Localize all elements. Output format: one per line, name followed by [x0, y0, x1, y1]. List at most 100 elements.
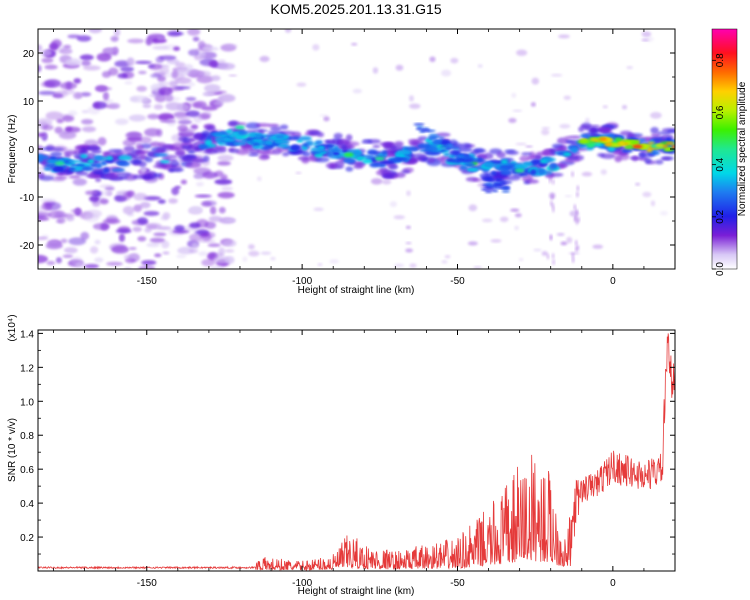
spectrogram-blob [209, 206, 217, 215]
spectrogram-blob [210, 75, 221, 82]
spectrogram-blob [427, 158, 436, 163]
bottom-y-tick-label: 1.4 [20, 329, 34, 340]
colorbar-tick-label: 0.8 [715, 53, 726, 67]
spectrogram-blob [484, 190, 493, 193]
spectrogram-blob [182, 137, 191, 144]
snr-panel: -150 -100 -50 0 0.2 0.4 0.6 0.8 1.0 1.2 1.4 Heigh… [7, 314, 676, 597]
spectrogram-blob [649, 150, 661, 156]
spectrogram-blob [38, 118, 53, 127]
spectrogram-blob [466, 168, 479, 172]
spectrogram-blob [38, 44, 43, 52]
spectrogram-blob [438, 136, 445, 140]
spectrogram-blob [329, 259, 339, 264]
bottom-y-tick-label: 0.4 [20, 499, 34, 510]
spectrogram-blob [505, 150, 520, 156]
spectrogram-blob [140, 201, 151, 209]
spectrogram-blob [629, 156, 641, 160]
spectrogram-blob [38, 64, 42, 73]
spectrogram-blob [518, 258, 524, 261]
spectrogram-blob [630, 140, 640, 145]
spectrogram-blob [75, 261, 87, 269]
spectrogram-blob [127, 131, 141, 138]
bottom-y-tick-label: 1.2 [20, 363, 34, 374]
spectrogram-blob [223, 219, 236, 223]
spectrogram-blob [619, 153, 630, 161]
spectrogram-blob [248, 133, 257, 138]
spectrogram-blob [94, 257, 104, 263]
spectrogram-blob [46, 260, 56, 266]
spectrogram-blob [218, 206, 226, 214]
spectrogram-blob [109, 102, 121, 109]
spectrogram-blob [440, 69, 452, 77]
spectrogram-blob [159, 67, 170, 74]
spectrogram-blob [435, 132, 451, 137]
spectrogram-blob [115, 118, 129, 125]
spectrogram-blob [52, 166, 64, 173]
spectrogram-blob [95, 86, 113, 91]
spectrogram-blob [655, 159, 664, 165]
spectrogram-blob [464, 162, 474, 166]
spectrogram-blob [641, 31, 652, 37]
spectrogram-blob [100, 222, 109, 231]
spectrogram-blob [320, 144, 337, 148]
spectrogram-blob [333, 132, 343, 140]
spectrogram-blob [208, 215, 223, 222]
bottom-x-tick-label: -150 [137, 578, 157, 589]
spectrogram-blob [111, 168, 126, 172]
spectrogram-blob [393, 215, 406, 220]
spectrogram-blob [340, 144, 347, 151]
colorbar-gradient [711, 28, 738, 270]
spectrogram-blob [176, 116, 191, 120]
bottom-x-tick-label: -50 [450, 578, 465, 589]
spectrogram-blob [541, 126, 551, 130]
spectrogram-blob [550, 193, 554, 200]
spectrogram-blob [63, 44, 72, 50]
spectrogram-blob [221, 186, 234, 191]
spectrogram-blob [499, 169, 512, 176]
spectrogram-blob [296, 82, 307, 87]
spectrogram-blob [656, 131, 672, 135]
spectrogram-blob [452, 151, 460, 155]
spectrogram-blob [38, 90, 57, 96]
spectrogram-blob [117, 161, 131, 167]
spectrogram-blob [97, 137, 107, 146]
spectrogram-blob [85, 209, 103, 218]
spectrogram-blob [58, 130, 77, 140]
spectrogram-blob [267, 130, 284, 136]
spectrogram-blob [61, 115, 75, 122]
spectrogram-blob [524, 179, 539, 184]
spectrogram-blob [521, 152, 533, 156]
spectrogram-blob [484, 177, 494, 181]
bottom-y-tick-label: 0.2 [20, 533, 34, 544]
spectrogram-blob [550, 73, 563, 77]
spectrogram-blob [589, 124, 601, 128]
spectrogram-blob [202, 171, 218, 179]
spectrogram-blob [566, 236, 573, 244]
spectrogram-blob [468, 204, 478, 212]
spectrogram-blob [127, 38, 145, 44]
spectrogram-blob [177, 124, 188, 132]
snr-frame [38, 330, 675, 571]
spectrogram-blob [174, 185, 182, 189]
spectrogram-blob [104, 158, 115, 164]
spectrogram-blob [405, 248, 414, 253]
spectrogram-blob [87, 174, 101, 179]
spectrogram-blob [189, 222, 201, 229]
spectrogram-blob [164, 94, 174, 102]
spectrogram-blob [379, 160, 395, 165]
top-y-tick-label: 0 [28, 145, 34, 156]
spectrogram-blob [638, 151, 646, 159]
spectrogram-blob [39, 49, 52, 57]
spectrogram-blob [485, 187, 496, 191]
spectrogram-blob [123, 254, 139, 260]
spectrogram-blob [174, 225, 185, 232]
spectrogram-blob [370, 178, 383, 185]
spectrogram-blob [323, 116, 330, 122]
spectrogram-blob [253, 129, 269, 133]
spectrogram-blob [108, 67, 119, 76]
spectrogram-blob [81, 60, 91, 67]
spectrogram-blob [113, 29, 121, 37]
spectrogram-blob [467, 241, 478, 246]
spectrogram-blob [345, 134, 353, 142]
